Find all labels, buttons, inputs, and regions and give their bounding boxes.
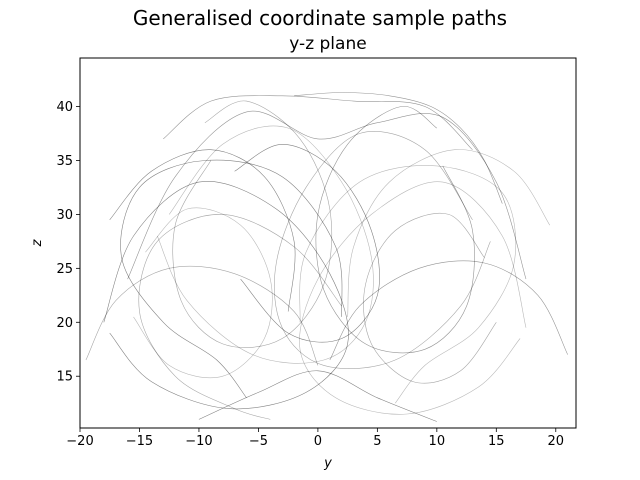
axes-frame bbox=[79, 57, 577, 429]
sample-path-5 bbox=[299, 181, 527, 415]
x-tick-label: −15 bbox=[126, 434, 153, 449]
sample-path-17 bbox=[133, 207, 273, 379]
sample-path-11 bbox=[163, 95, 473, 150]
x-tick-label: 5 bbox=[373, 434, 381, 449]
sample-path-10 bbox=[138, 214, 342, 420]
sample-path-8 bbox=[120, 159, 343, 398]
sample-path-3 bbox=[127, 110, 527, 280]
sample-path-15 bbox=[329, 260, 568, 361]
y-tick-label: 20 bbox=[56, 316, 73, 331]
x-tick-label: −10 bbox=[185, 434, 212, 449]
y-tick-label: 40 bbox=[56, 100, 73, 115]
x-axis-ticks: −20 −15 −10 −5 0 5 10 15 20 bbox=[66, 428, 564, 449]
sample-path-1 bbox=[157, 125, 374, 364]
y-axis-ticks: 15 20 25 30 35 40 bbox=[56, 100, 80, 385]
sample-path-19 bbox=[294, 92, 503, 204]
y-tick-label: 25 bbox=[56, 262, 73, 277]
chart-title: y-z plane bbox=[289, 34, 366, 54]
x-tick-label: −5 bbox=[249, 434, 268, 449]
sample-paths bbox=[85, 92, 568, 422]
y-axis-label: z bbox=[30, 238, 45, 247]
x-tick-label: 0 bbox=[314, 434, 322, 449]
sample-path-13 bbox=[347, 149, 551, 317]
x-tick-label: 15 bbox=[488, 434, 505, 449]
x-axis-label: y bbox=[323, 456, 332, 471]
y-tick-label: 15 bbox=[56, 370, 73, 385]
sample-path-7 bbox=[315, 106, 475, 354]
sample-path-18 bbox=[363, 213, 497, 384]
y-tick-label: 35 bbox=[56, 154, 73, 169]
sample-path-14 bbox=[85, 265, 319, 366]
y-tick-label: 30 bbox=[56, 208, 73, 223]
sample-path-20 bbox=[234, 143, 380, 343]
x-tick-label: 10 bbox=[429, 434, 446, 449]
figure-suptitle: Generalised coordinate sample paths bbox=[133, 6, 507, 30]
sample-path-6 bbox=[172, 100, 333, 348]
sample-path-2 bbox=[273, 131, 491, 369]
sample-path-4 bbox=[103, 181, 349, 410]
x-tick-label: 20 bbox=[548, 434, 565, 449]
sample-path-9 bbox=[299, 165, 516, 404]
sample-path-12 bbox=[109, 149, 296, 312]
x-tick-label: −20 bbox=[66, 434, 93, 449]
sample-path-16 bbox=[198, 370, 437, 422]
